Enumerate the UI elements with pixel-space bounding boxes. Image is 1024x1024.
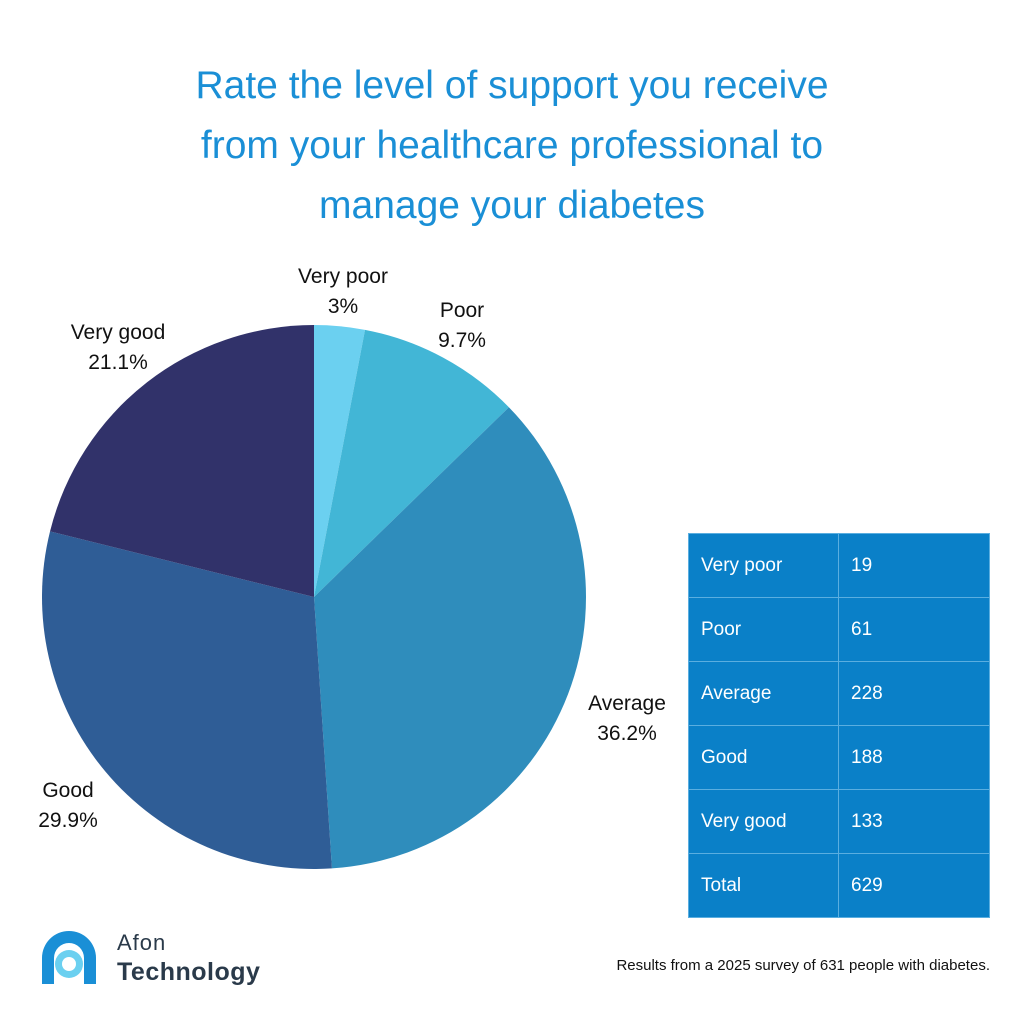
table-cell-value: 228 xyxy=(838,661,990,726)
table-row: Very good 133 xyxy=(688,789,990,854)
slice-value-label-poor: 9.7% xyxy=(438,329,486,352)
company-logo: Afon Technology xyxy=(34,920,294,990)
pie-slice-average xyxy=(314,407,587,869)
table-row: Poor 61 xyxy=(688,597,990,662)
table-row: Average 228 xyxy=(688,661,990,726)
table-cell-value: 133 xyxy=(838,789,990,854)
table-cell-label: Poor xyxy=(688,597,839,662)
afon-logo-icon xyxy=(42,931,96,984)
logo-text-afon: Afon xyxy=(117,930,167,955)
slice-value-label-good: 29.9% xyxy=(38,809,98,832)
chart-title: Rate the level of support you receive fr… xyxy=(92,56,932,236)
slice-label-very-good: Very good xyxy=(71,321,166,344)
table-cell-value: 19 xyxy=(838,533,990,598)
pie-slice-very-poor xyxy=(314,325,366,597)
title-line: Rate the level of support you receive xyxy=(195,64,829,107)
slice-label-very-poor: Very poor xyxy=(298,265,388,288)
logo-text-technology: Technology xyxy=(117,958,261,986)
slice-value-label-very-poor: 3% xyxy=(328,295,358,318)
slice-label-average: Average xyxy=(588,692,666,715)
title-line: from your healthcare professional to xyxy=(200,124,824,167)
table-row-total: Total 629 xyxy=(688,853,990,918)
slice-label-good: Good xyxy=(42,779,93,802)
data-table: Very poor 19 Poor 61 Average 228 Good 18… xyxy=(688,533,990,918)
slice-value-label-average: 36.2% xyxy=(597,722,657,745)
footnote: Results from a 2025 survey of 631 people… xyxy=(616,957,990,974)
table-row: Good 188 xyxy=(688,725,990,790)
table-row: Very poor 19 xyxy=(688,533,990,598)
table-cell-label: Very poor xyxy=(688,533,839,598)
table-cell-label: Average xyxy=(688,661,839,726)
table-cell-value: 188 xyxy=(838,725,990,790)
table-cell-label: Very good xyxy=(688,789,839,854)
table-cell-value: 629 xyxy=(838,853,990,918)
table-cell-label: Good xyxy=(688,725,839,790)
table-cell-value: 61 xyxy=(838,597,990,662)
slice-label-poor: Poor xyxy=(440,299,484,322)
pie-slice-very-good xyxy=(50,325,314,597)
pie-slice-good xyxy=(41,531,332,870)
pie-slice-poor xyxy=(314,329,509,597)
table-cell-label: Total xyxy=(688,853,839,918)
slice-value-label-very-good: 21.1% xyxy=(88,351,148,374)
title-line: manage your diabetes xyxy=(319,184,705,227)
